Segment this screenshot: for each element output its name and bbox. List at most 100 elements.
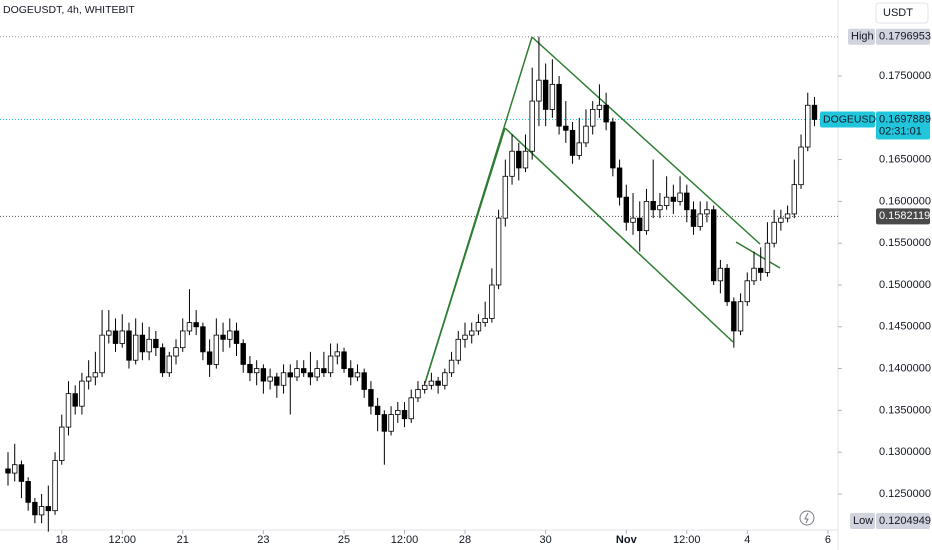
- candle-body: [529, 100, 535, 152]
- candle-body: [213, 334, 220, 365]
- candle-body: [79, 380, 85, 407]
- candle-body: [321, 368, 327, 374]
- candle-body: [697, 213, 703, 227]
- last-value-box: [876, 111, 930, 140]
- candle-body: [334, 351, 341, 357]
- low-value: 0.1204949: [879, 515, 931, 527]
- x-tick-label: 12:00: [391, 534, 419, 546]
- candle-body: [778, 217, 784, 223]
- candle-body: [542, 79, 549, 110]
- candle-body: [173, 347, 179, 357]
- candle-body: [153, 338, 159, 349]
- candle-body: [509, 150, 515, 177]
- high-value: 0.1796953: [879, 31, 931, 43]
- candle-body: [710, 209, 717, 282]
- candle-body: [610, 121, 616, 169]
- candle-body: [630, 217, 636, 223]
- candle-body: [287, 372, 293, 378]
- symbol-label-box: [820, 111, 875, 128]
- candle-body: [623, 196, 629, 223]
- candle-body: [368, 389, 374, 407]
- candle-body: [139, 334, 146, 353]
- candle-body: [569, 129, 576, 156]
- candle-body: [294, 368, 300, 378]
- candle-body: [233, 330, 240, 344]
- candle-body: [442, 372, 448, 386]
- candle-body: [186, 322, 193, 332]
- y-tick-label: 0.1500000: [879, 279, 931, 291]
- last-value: 0.1697889: [879, 113, 931, 125]
- candle-body: [72, 393, 78, 407]
- candle-body: [805, 104, 811, 148]
- candle-body: [556, 83, 562, 127]
- candle-body: [596, 104, 603, 110]
- candle-body: [563, 125, 569, 131]
- candle-body: [784, 213, 791, 219]
- candle-body: [301, 368, 307, 374]
- candle-body: [388, 414, 394, 432]
- candle-body: [469, 330, 475, 336]
- candle-body: [616, 167, 623, 198]
- icon-ring[interactable]: [799, 510, 815, 526]
- chart-title: DOGEUSDT, 4h, WHITEBIT: [3, 4, 135, 16]
- candle-body: [771, 221, 777, 244]
- candle-body: [112, 330, 119, 344]
- y-tick-label: 0.1650000: [879, 153, 931, 165]
- candle-body: [737, 301, 744, 332]
- candle-body: [717, 267, 724, 282]
- y-tick-label: 0.1450000: [879, 321, 931, 333]
- x-tick-label: 30: [540, 534, 552, 546]
- currency-button[interactable]: [875, 2, 929, 24]
- candle-body: [12, 464, 18, 474]
- candle-body: [650, 200, 656, 211]
- x-tick-label: 28: [459, 534, 471, 546]
- candle-body: [180, 330, 186, 349]
- level-value: 0.1582119: [879, 210, 930, 222]
- candle-body: [455, 338, 461, 361]
- candle-body: [59, 426, 65, 461]
- candle-body: [280, 372, 287, 386]
- candle-body: [475, 322, 482, 332]
- candle-body: [5, 468, 11, 474]
- candle-body: [704, 209, 710, 215]
- candle-body: [274, 376, 280, 386]
- candle-body: [401, 409, 408, 420]
- currency[interactable]: USDT: [883, 7, 913, 19]
- x-tick-label: 25: [338, 534, 350, 546]
- channel-upper: [531, 36, 761, 245]
- y-tick-label: 0.1550000: [879, 237, 931, 249]
- y-tick-label: 0.1350000: [879, 404, 931, 416]
- replay-icon[interactable]: [799, 510, 815, 526]
- candle-body: [643, 200, 650, 232]
- high-value-box: [876, 28, 930, 45]
- candle-body: [435, 380, 441, 386]
- candle-body: [374, 405, 381, 415]
- candle-body: [146, 338, 152, 353]
- x-tick-label: 21: [177, 534, 189, 546]
- candle-body: [758, 267, 764, 273]
- candle-body: [240, 343, 246, 365]
- candle-body: [327, 355, 334, 374]
- icon-bolt[interactable]: [804, 512, 809, 524]
- candle-body: [18, 464, 25, 482]
- candle-body: [684, 192, 690, 211]
- symbol-label: DOGEUSDT: [823, 113, 883, 125]
- trend-line: [424, 127, 506, 384]
- candle-body: [764, 242, 771, 273]
- candle-body: [253, 368, 260, 374]
- candle-body: [381, 414, 388, 432]
- candle-body: [92, 372, 99, 378]
- y-tick-label: 0.1600000: [879, 195, 931, 207]
- candle-body: [260, 368, 267, 382]
- x-tick-label: 12:00: [108, 534, 136, 546]
- candle-body: [395, 409, 401, 415]
- candle-body: [166, 355, 172, 374]
- candle-body: [85, 376, 92, 382]
- low-label-box: [850, 513, 875, 529]
- candle-body: [482, 318, 488, 323]
- candle-body: [798, 146, 804, 186]
- candle-body: [348, 368, 354, 378]
- level-value-box: [876, 208, 930, 225]
